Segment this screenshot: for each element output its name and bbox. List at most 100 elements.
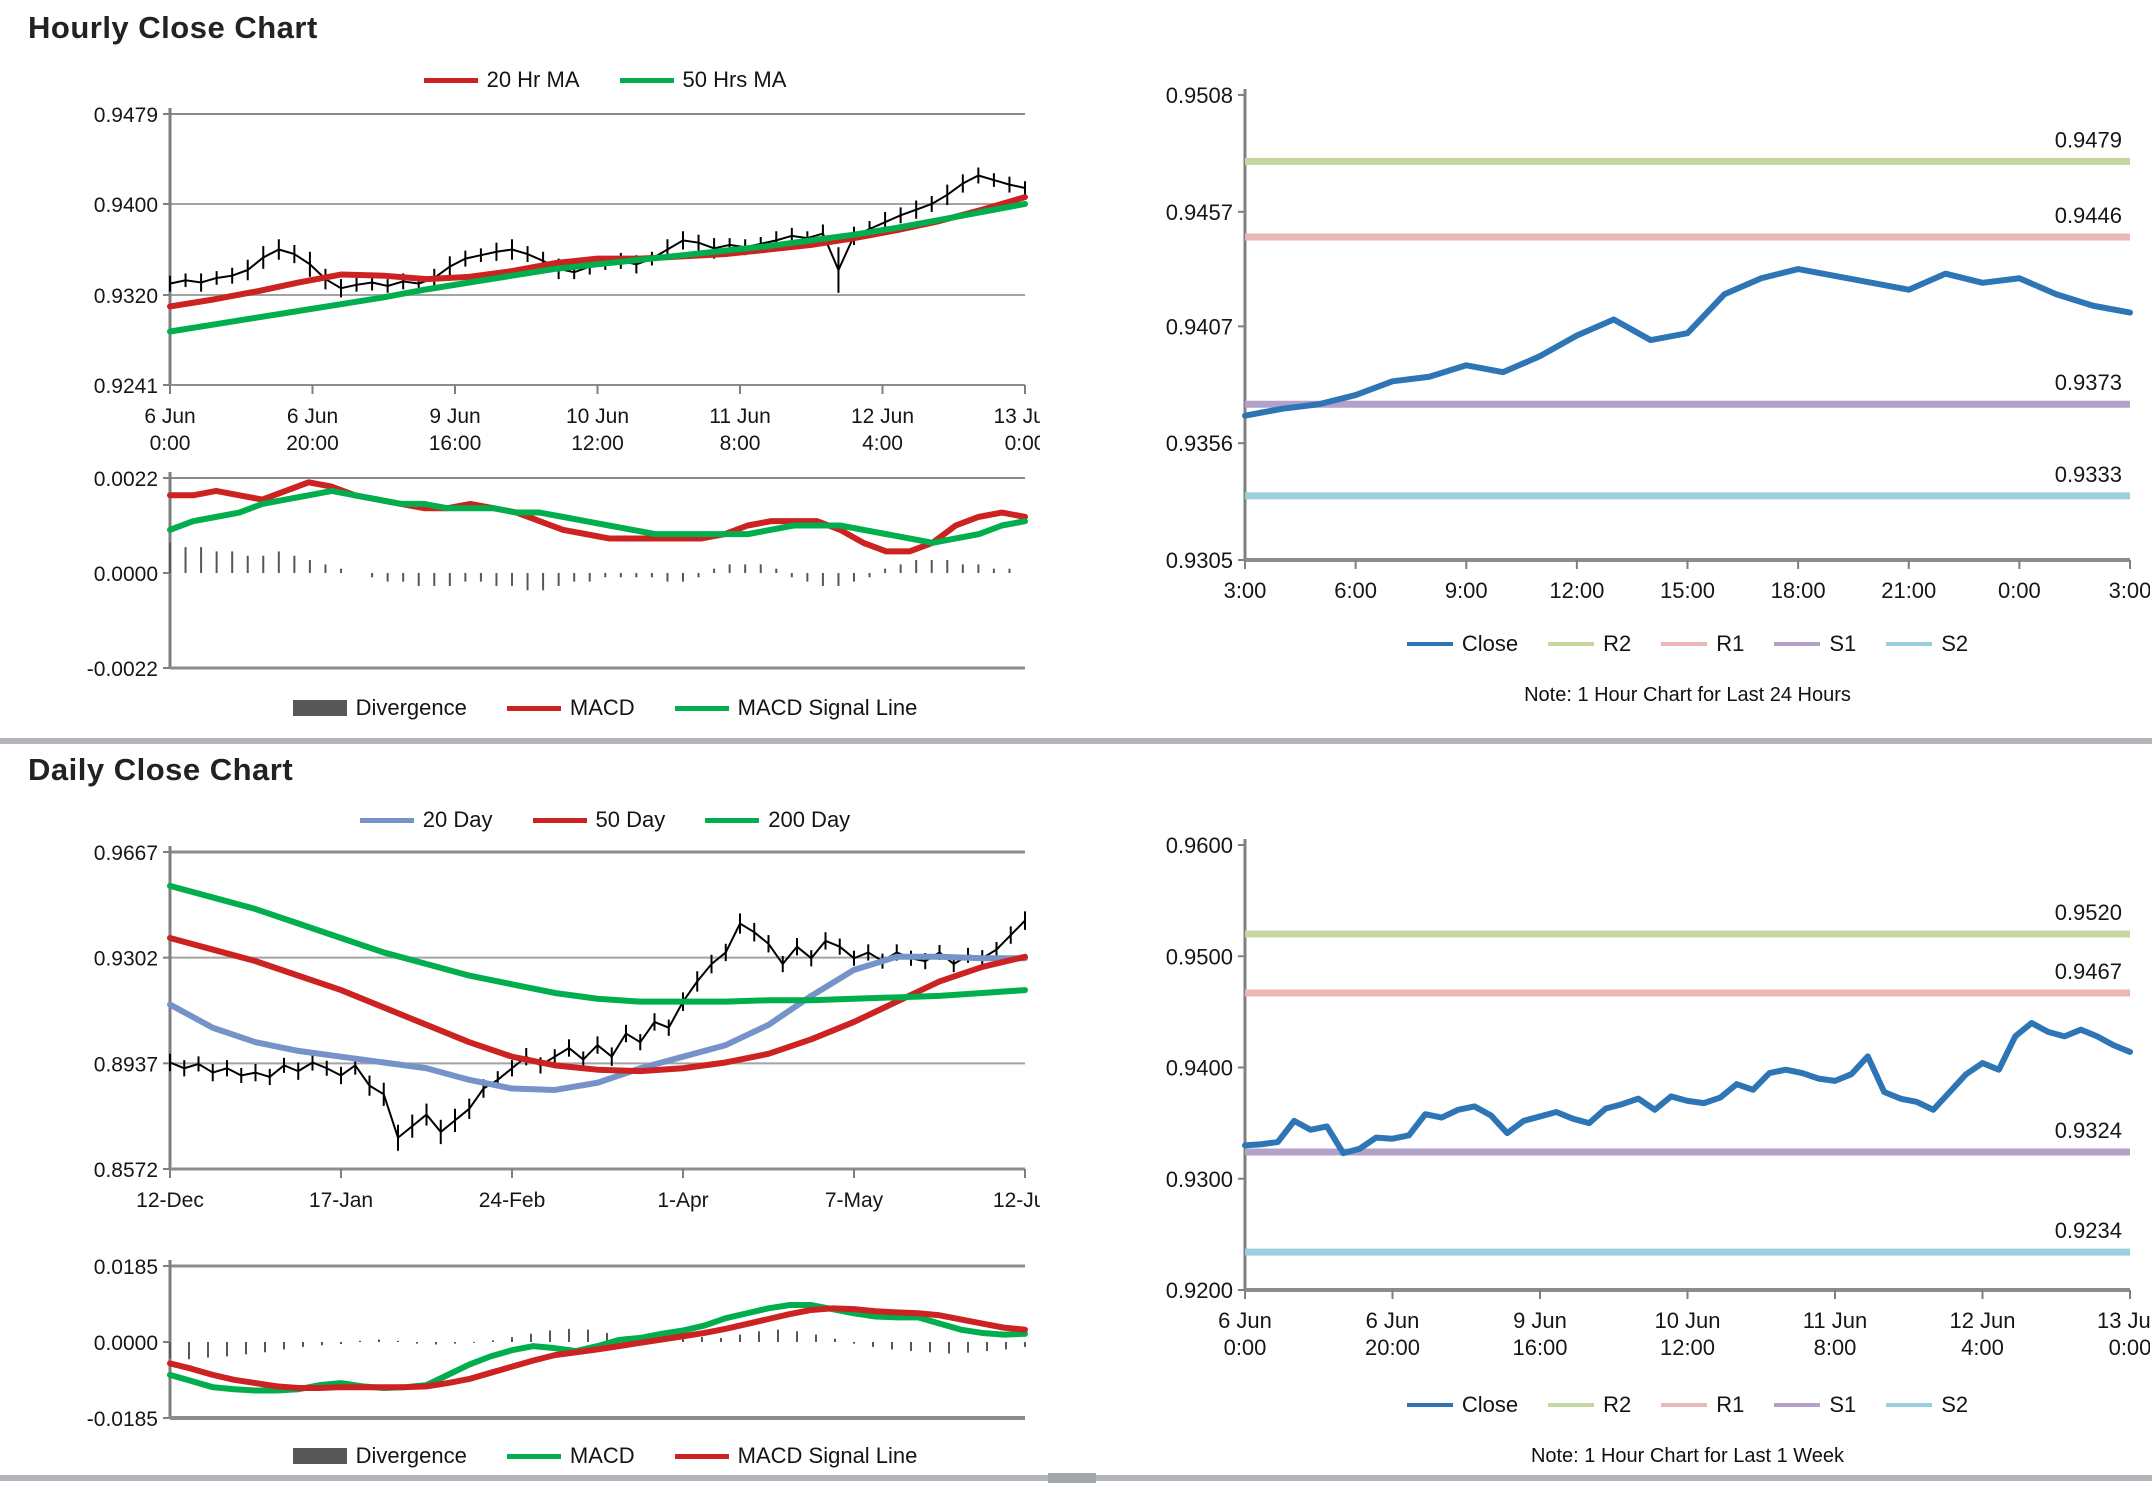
svg-text:0.0022: 0.0022 — [94, 470, 158, 491]
legend-item-close: Close — [1406, 1392, 1519, 1418]
50-hrs-ma-swatch-icon — [619, 77, 674, 83]
legend-label: S1 — [1829, 631, 1857, 656]
svg-text:9 Jun: 9 Jun — [1513, 1308, 1567, 1333]
legend-label: 50 Hrs MA — [682, 67, 787, 92]
svg-text:12:00: 12:00 — [1660, 1335, 1715, 1360]
r2-swatch-icon — [1548, 1403, 1595, 1407]
hourly-close-panel: 20 Hr MA 50 Hrs MA 0.9479 0.9400 0.9320 0.92… — [20, 60, 1040, 480]
legend-item-s1: S1 — [1774, 631, 1856, 657]
legend-label: MACD Signal Line — [737, 695, 918, 720]
legend-item-divergence: Divergence — [292, 1443, 467, 1469]
svg-text:16:00: 16:00 — [429, 432, 482, 455]
svg-text:20:00: 20:00 — [286, 432, 339, 455]
r2-swatch-icon — [1548, 642, 1595, 646]
hourly-pivot-panel: 0.9508 0.9457 0.9407 0.9356 0.9305 3:00 6:00 9:… — [1125, 55, 2150, 707]
svg-text:3:00: 3:00 — [2109, 578, 2150, 603]
legend-item-20-day: 20 Day — [359, 807, 493, 833]
legend-item-200-day: 200 Day — [705, 807, 850, 833]
svg-text:0.9479: 0.9479 — [2055, 127, 2122, 152]
svg-text:0.9300: 0.9300 — [1166, 1167, 1233, 1192]
daily-macd-legend: Divergence MACD MACD Signal Line — [20, 1436, 1040, 1476]
svg-text:0.9600: 0.9600 — [1166, 833, 1233, 858]
svg-text:6:00: 6:00 — [1334, 578, 1377, 603]
svg-text:0.0000: 0.0000 — [94, 1332, 158, 1355]
svg-text:6 Jun: 6 Jun — [1218, 1308, 1272, 1333]
svg-text:8:00: 8:00 — [720, 432, 761, 455]
svg-text:6 Jun: 6 Jun — [144, 405, 195, 428]
s2-swatch-icon — [1886, 1403, 1933, 1407]
svg-text:0.9500: 0.9500 — [1166, 944, 1233, 969]
hourly-ma-legend: 20 Hr MA 50 Hrs MA — [20, 60, 1040, 100]
legend-label: Close — [1461, 1392, 1519, 1417]
s2-swatch-icon — [1886, 642, 1933, 646]
hourly-pivot-chart: 0.9508 0.9457 0.9407 0.9356 0.9305 3:00 6:00 9:… — [1166, 83, 2150, 603]
svg-text:15:00: 15:00 — [1660, 578, 1715, 603]
svg-text:0.9508: 0.9508 — [1166, 83, 1233, 108]
legend-label: MACD Signal Line — [737, 1443, 918, 1468]
hourly-macd-panel: 0.0022 0.0000 -0.0022 Divergence MACD MACD S… — [20, 470, 1040, 728]
legend-item-20-hr-ma: 20 Hr MA — [423, 67, 580, 93]
legend-label: 200 Day — [768, 807, 851, 832]
hourly-macd-legend: Divergence MACD MACD Signal Line — [20, 688, 1040, 728]
svg-text:16:00: 16:00 — [1512, 1335, 1567, 1360]
svg-text:0.9520: 0.9520 — [2055, 900, 2122, 925]
legend-item-r1: R1 — [1661, 631, 1744, 657]
legend-item-s1: S1 — [1774, 1392, 1856, 1418]
svg-text:0.9241: 0.9241 — [94, 375, 158, 398]
svg-text:0.9200: 0.9200 — [1166, 1278, 1233, 1303]
svg-text:12 Jun: 12 Jun — [851, 405, 914, 428]
s1-swatch-icon — [1774, 642, 1821, 646]
legend-label: R1 — [1716, 631, 1745, 656]
legend-item-close: Close — [1406, 631, 1519, 657]
legend-label: 20 Hr MA — [486, 67, 580, 92]
legend-item-r2: R2 — [1548, 1392, 1631, 1418]
svg-text:12:00: 12:00 — [571, 432, 624, 455]
legend-label: S2 — [1941, 631, 1969, 656]
svg-text:12-Jun: 12-Jun — [993, 1189, 1040, 1212]
svg-text:0.9400: 0.9400 — [1166, 1056, 1233, 1081]
hourly-close-chart: 0.9479 0.9400 0.9320 0.9241 6 Jun 0:00 6 Jun 20… — [94, 104, 1040, 455]
legend-label: Close — [1461, 631, 1519, 656]
svg-text:-0.0022: -0.0022 — [87, 658, 158, 681]
svg-text:8:00: 8:00 — [1814, 1335, 1857, 1360]
hourly-macd-chart: 0.0022 0.0000 -0.0022 — [87, 470, 1028, 681]
svg-text:0.8572: 0.8572 — [94, 1159, 158, 1182]
daily-close-panel: 20 Day 50 Day 200 Day 0.9667 0.9302 0.8937 0.… — [20, 800, 1040, 1235]
legend-item-macd: MACD — [506, 1443, 635, 1469]
legend-item-divergence: Divergence — [292, 695, 467, 721]
svg-text:0.9305: 0.9305 — [1166, 548, 1233, 573]
hourly-section-title: Hourly Close Chart — [28, 10, 318, 45]
legend-item-r1: R1 — [1661, 1392, 1744, 1418]
legend-label: 20 Day — [422, 807, 493, 832]
svg-text:10 Jun: 10 Jun — [1654, 1308, 1720, 1333]
svg-text:11 Jun: 11 Jun — [709, 405, 771, 428]
hourly-pivot-legend: Close R2 R1 S1 S2 — [1125, 624, 2150, 664]
svg-text:-0.0185: -0.0185 — [87, 1408, 158, 1430]
svg-text:17-Jan: 17-Jan — [309, 1189, 373, 1212]
legend-item-macd-signal-line: MACD Signal Line — [674, 1443, 918, 1469]
svg-text:0.9302: 0.9302 — [94, 948, 158, 971]
20-day-swatch-icon — [359, 817, 414, 823]
svg-text:0.0185: 0.0185 — [94, 1258, 158, 1279]
svg-text:13 Jun: 13 Jun — [993, 405, 1040, 428]
daily-macd-panel: 0.0185 0.0000 -0.0185 Divergence MACD MACD S… — [20, 1258, 1040, 1476]
svg-text:0.9446: 0.9446 — [2055, 203, 2122, 228]
legend-item-macd: MACD — [506, 695, 635, 721]
macd-signal-line-swatch-icon — [674, 705, 729, 711]
svg-text:12-Dec: 12-Dec — [136, 1189, 204, 1212]
svg-text:0.9324: 0.9324 — [2055, 1118, 2122, 1143]
close-swatch-icon — [1406, 642, 1453, 646]
divergence-swatch-icon — [292, 1448, 347, 1464]
svg-text:20:00: 20:00 — [1365, 1335, 1420, 1360]
legend-item-50-hrs-ma: 50 Hrs MA — [619, 67, 787, 93]
svg-text:0:00: 0:00 — [1998, 578, 2041, 603]
svg-text:0:00: 0:00 — [1005, 432, 1040, 455]
s1-swatch-icon — [1774, 1403, 1821, 1407]
hscrollbar-thumb[interactable] — [1048, 1473, 1096, 1483]
macd-swatch-icon — [506, 705, 561, 711]
daily-close-chart: 0.9667 0.9302 0.8937 0.8572 12-Dec 17-Jan 24-F… — [94, 842, 1040, 1212]
divergence-swatch-icon — [292, 700, 347, 716]
svg-text:13 Jun: 13 Jun — [2097, 1308, 2150, 1333]
svg-text:6 Jun: 6 Jun — [1366, 1308, 1420, 1333]
svg-text:4:00: 4:00 — [1961, 1335, 2004, 1360]
